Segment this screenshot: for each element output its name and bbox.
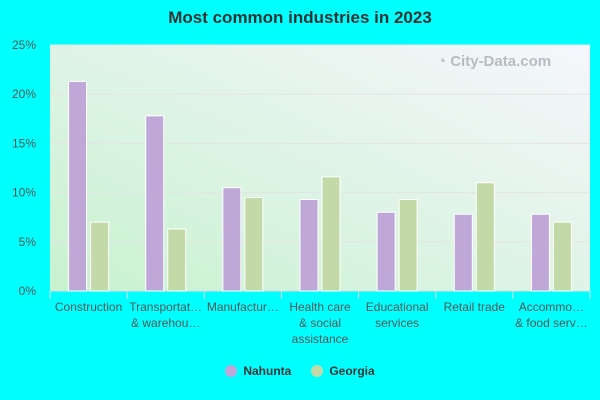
y-tick-label: 15% xyxy=(12,136,36,150)
chart-title: Most common industries in 2023 xyxy=(168,8,432,27)
x-tick-label: & food serv… xyxy=(515,316,588,330)
bar-nahunta xyxy=(530,213,550,292)
legend-label: Georgia xyxy=(329,364,375,378)
legend-item: Nahunta xyxy=(225,364,291,378)
x-tick-label: Retail trade xyxy=(444,300,506,314)
legend-swatch xyxy=(311,365,324,377)
legend-swatch xyxy=(225,365,238,377)
y-tick-label: 25% xyxy=(12,38,36,52)
x-tick-label: assistance xyxy=(292,332,349,346)
x-tick-label: Accommo… xyxy=(519,300,584,314)
x-tick-label: Transportat… xyxy=(129,300,202,314)
bar-georgia xyxy=(244,197,264,292)
legend-item: Georgia xyxy=(311,364,375,378)
x-tick-label: services xyxy=(375,316,419,330)
y-tick-label: 5% xyxy=(19,235,37,249)
bar-georgia xyxy=(90,221,110,292)
y-tick-label: 0% xyxy=(19,284,37,298)
bar-georgia xyxy=(167,228,187,292)
x-tick-label: & warehou… xyxy=(131,316,200,330)
bar-nahunta xyxy=(376,211,396,292)
bar-nahunta xyxy=(453,213,473,292)
x-tick-label: Construction xyxy=(55,300,122,314)
watermark-logo: ◔ City-Data.com xyxy=(437,53,552,70)
y-tick-label: 20% xyxy=(12,87,36,101)
y-tick-label: 10% xyxy=(12,186,36,200)
legend: Nahunta Georgia xyxy=(0,364,600,380)
x-tick-label: Health care xyxy=(289,300,351,314)
bar-nahunta xyxy=(299,198,319,292)
bar-nahunta xyxy=(145,115,165,292)
legend-label: Nahunta xyxy=(243,364,292,378)
x-tick-label: Manufactur… xyxy=(207,300,279,314)
x-tick-label: & social xyxy=(299,316,341,330)
bar-georgia xyxy=(475,182,495,292)
plot-area xyxy=(50,45,590,291)
bar-georgia xyxy=(321,176,341,292)
bar-nahunta xyxy=(222,187,242,292)
bar-georgia xyxy=(552,221,572,292)
bar-georgia xyxy=(398,198,418,292)
bar-nahunta xyxy=(68,80,88,292)
x-tick-label: Educational xyxy=(366,300,429,314)
